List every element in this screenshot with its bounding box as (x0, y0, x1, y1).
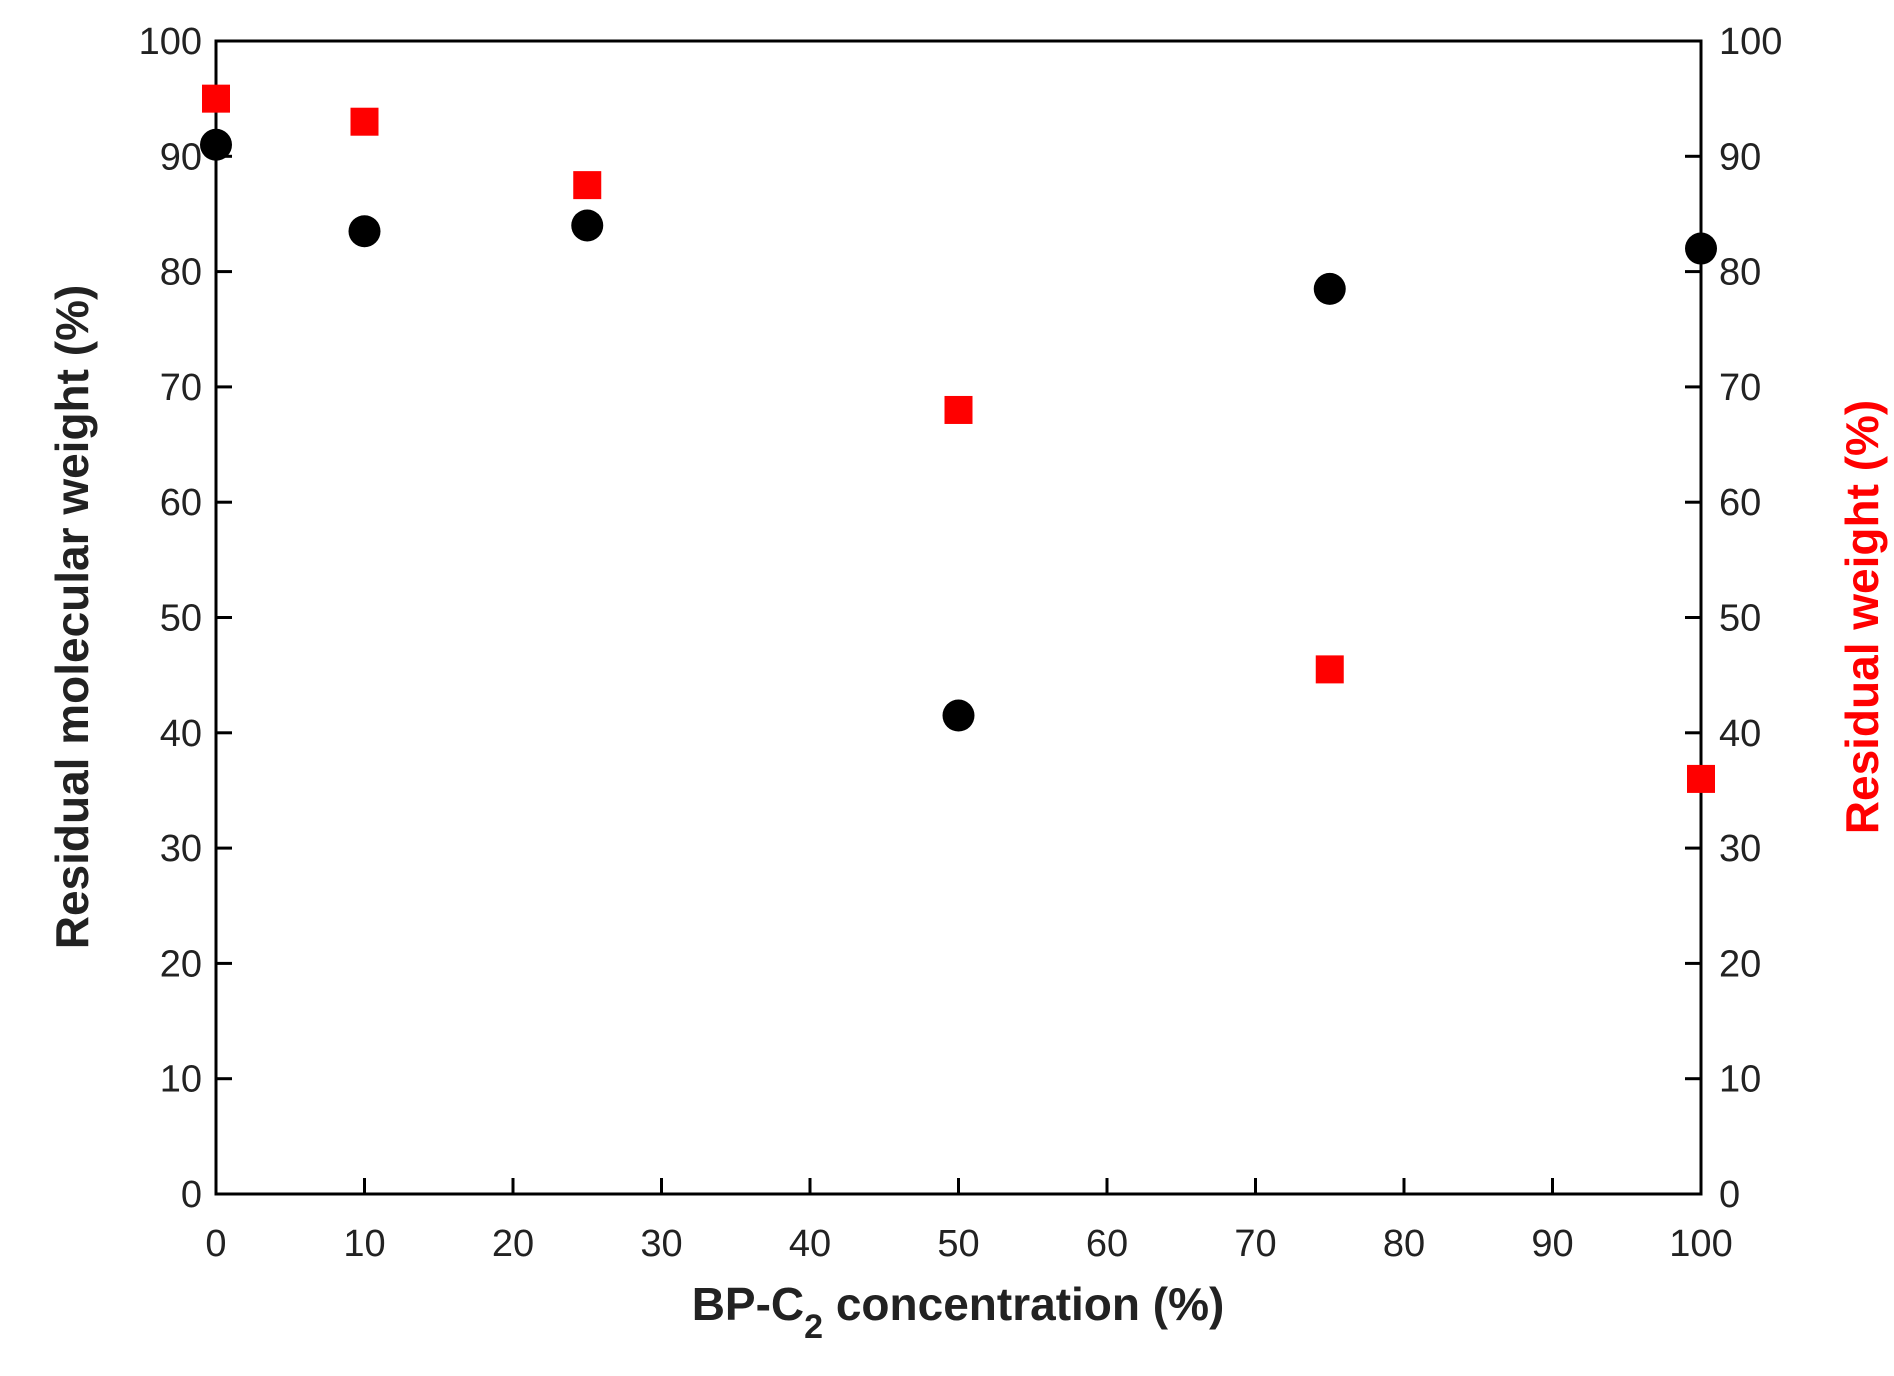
left-tick-label: 40 (160, 713, 202, 755)
left-tick-label: 0 (181, 1174, 202, 1216)
left-tick-label: 60 (160, 482, 202, 524)
molecular-weight-point (1685, 232, 1717, 265)
left-tick-label: 80 (160, 252, 202, 294)
right-tick-label: 40 (1719, 713, 1761, 755)
x-axis-ticks: 0 10 20 30 40 50 60 70 80 90 100 (205, 1178, 1733, 1265)
left-tick-label: 20 (160, 943, 202, 985)
residual-weight-point (350, 107, 379, 136)
residual-weight-point (202, 84, 230, 113)
x-tick-label: 30 (640, 1223, 682, 1265)
right-tick-label: 0 (1719, 1174, 1740, 1216)
x-tick-label: 70 (1234, 1223, 1276, 1265)
molecular-weight-point (200, 128, 232, 161)
molecular-weight-point (1313, 272, 1346, 305)
x-axis-title-main: BP-C (692, 1278, 804, 1330)
right-tick-label: 20 (1719, 943, 1761, 985)
residual-weight-point (1687, 764, 1715, 793)
x-tick-label: 20 (492, 1223, 534, 1265)
x-tick-label: 60 (1086, 1223, 1128, 1265)
x-tick-label: 10 (343, 1223, 385, 1265)
left-tick-label: 70 (160, 367, 202, 409)
x-tick-label: 0 (205, 1223, 226, 1265)
molecular-weight-point (571, 209, 604, 242)
x-tick-label: 50 (937, 1223, 979, 1265)
right-tick-label: 100 (1719, 21, 1782, 63)
right-tick-label: 90 (1719, 136, 1761, 178)
residual-weight-point (944, 395, 973, 424)
x-tick-label: 80 (1383, 1223, 1425, 1265)
x-axis-title: BP-C2 concentration (%) (692, 1278, 1225, 1346)
data-marks (200, 84, 1717, 793)
x-tick-label: 100 (1669, 1223, 1732, 1265)
left-tick-label: 10 (160, 1059, 202, 1101)
plot-frame (214, 39, 1703, 1196)
right-tick-label: 80 (1719, 252, 1761, 294)
left-tick-label: 100 (139, 21, 202, 63)
left-axis-title: Residual molecular weight (%) (46, 285, 98, 950)
right-tick-label: 10 (1719, 1059, 1761, 1101)
left-tick-label: 30 (160, 828, 202, 870)
right-tick-label: 30 (1719, 828, 1761, 870)
molecular-weight-point (942, 699, 975, 732)
molecular-weight-point (348, 215, 381, 248)
right-tick-label: 60 (1719, 482, 1761, 524)
residual-weight-point (1315, 655, 1344, 684)
left-tick-label: 50 (160, 598, 202, 640)
right-axis-title: Residual weight (%) (1836, 400, 1888, 834)
right-axis-ticks: 0 10 20 30 40 50 60 70 80 90 100 (1685, 21, 1782, 1216)
residual-weight-point (573, 171, 602, 200)
x-axis-title-suffix: concentration (%) (823, 1278, 1224, 1330)
left-tick-label: 90 (160, 136, 202, 178)
right-tick-label: 50 (1719, 598, 1761, 640)
left-axis-ticks: 0 10 20 30 40 50 60 70 80 90 100 (139, 21, 232, 1216)
x-tick-label: 90 (1531, 1223, 1573, 1265)
x-axis-title-subscript: 2 (804, 1308, 823, 1346)
right-tick-label: 70 (1719, 367, 1761, 409)
x-tick-label: 40 (789, 1223, 831, 1265)
